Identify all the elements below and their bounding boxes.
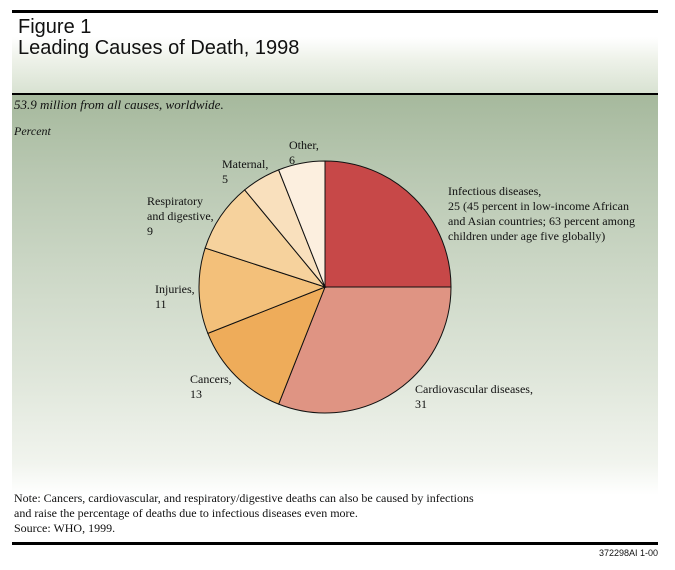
slice-label-maternal: Maternal, 5 — [222, 157, 268, 186]
slice-label-cancers: Cancers, 13 — [190, 372, 232, 401]
chart-note: Note: Cancers, cardiovascular, and respi… — [14, 491, 654, 536]
slice-label-respiratory-and-digestive: Respiratory and digestive, 9 — [147, 194, 214, 238]
title-band — [12, 13, 658, 93]
slice-label-injuries: Injuries, 11 — [155, 282, 195, 311]
unit-label: Percent — [14, 124, 51, 138]
pie-slice-other — [277, 160, 326, 288]
top-rule — [12, 10, 658, 13]
source-line: Source: WHO, 1999. — [14, 521, 116, 535]
pie-slice-cardiovascular-diseases — [277, 286, 452, 414]
bottom-rule — [12, 542, 658, 545]
note-line-1: Note: Cancers, cardiovascular, and respi… — [14, 491, 474, 505]
figure-code: 372298AI 1-00 — [598, 548, 658, 558]
pie-labels: Infectious diseases, 25 (45 percent in lo… — [147, 138, 635, 411]
pie-slice-cancers — [207, 286, 326, 405]
slice-label-other: Other, 6 — [289, 138, 319, 167]
pie-slice-injuries — [198, 247, 327, 335]
slice-label-infectious-diseases: Infectious diseases, 25 (45 percent in lo… — [448, 184, 635, 243]
notes-band — [12, 495, 658, 542]
slice-label-cardiovascular-diseases: Cardiovascular diseases, 31 — [415, 382, 533, 411]
figure-title: Leading Causes of Death, 1998 — [18, 37, 300, 59]
note-line-2: and raise the percentage of deaths due t… — [14, 506, 358, 520]
pie-slice-infectious-diseases — [324, 160, 452, 288]
chart-subtitle: 53.9 million from all causes, worldwide. — [14, 97, 224, 112]
figure-label: Figure 1 — [18, 16, 92, 38]
title-divider — [12, 93, 658, 95]
pie-slices — [198, 160, 452, 414]
